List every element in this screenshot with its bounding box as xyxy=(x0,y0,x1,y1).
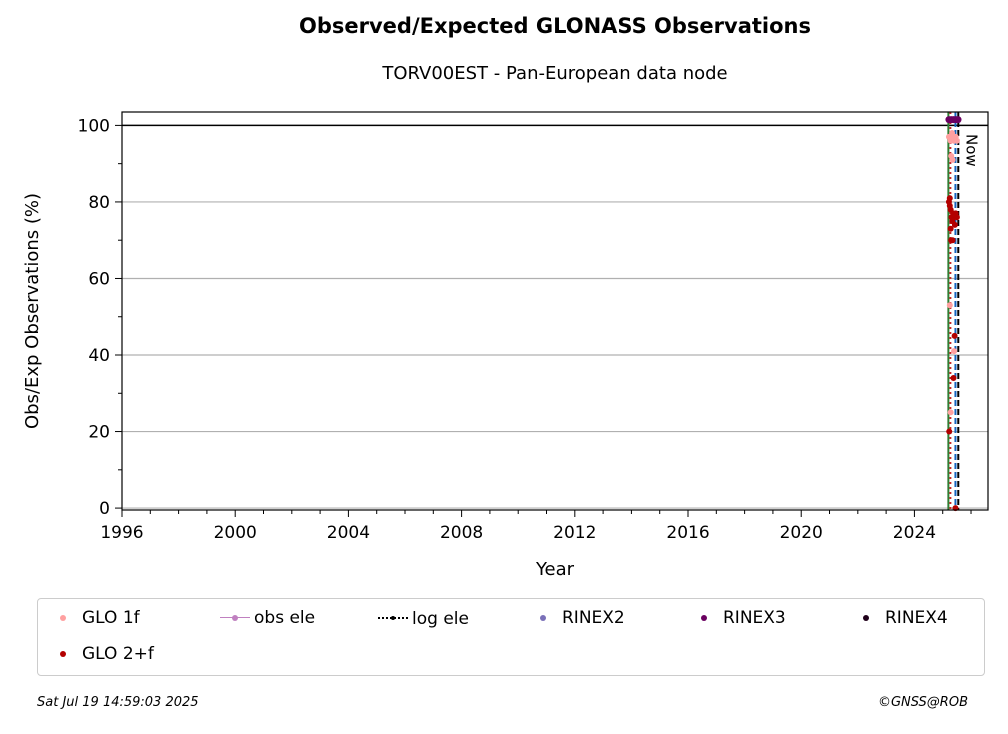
legend-dot xyxy=(863,615,869,621)
data-point xyxy=(947,225,954,232)
data-point xyxy=(953,214,960,221)
data-point xyxy=(953,137,960,144)
legend-item-glo-1f: GLO 1f xyxy=(48,607,140,629)
chart-title: Observed/Expected GLONASS Observations xyxy=(299,14,811,38)
y-tick-label: 60 xyxy=(88,269,110,289)
legend-dot xyxy=(60,615,66,621)
now-label: Now xyxy=(962,134,980,167)
x-tick-label: 2016 xyxy=(666,523,709,543)
chart-subtitle: TORV00EST - Pan-European data node xyxy=(382,63,728,84)
legend-dot xyxy=(232,615,238,621)
data-point xyxy=(949,156,956,163)
chart-canvas: 1996 2000 2004 2008 2012 2016 2020 2024 0 20 40 60 8… xyxy=(22,111,989,580)
legend-dot xyxy=(540,615,546,621)
legend-marker xyxy=(689,612,719,624)
y-tick-label: 80 xyxy=(88,193,110,213)
legend-dot xyxy=(701,615,707,621)
legend-item-rinex2: RINEX2 xyxy=(528,607,625,629)
data-point xyxy=(946,302,953,309)
legend: GLO 1f obs ele log ele RINEX2 RINEX3 RIN… xyxy=(37,598,985,676)
legend-item-rinex4: RINEX4 xyxy=(851,607,948,629)
y-axis-label: Obs/Exp Observations (%) xyxy=(22,193,43,429)
y-tick-label: 20 xyxy=(88,423,110,443)
y-tick-label: 100 xyxy=(78,116,110,136)
data-point xyxy=(954,116,962,124)
footer-credit: ©GNSS@ROB xyxy=(877,695,968,710)
legend-item-rinex3: RINEX3 xyxy=(689,607,786,629)
legend-marker xyxy=(528,612,558,624)
legend-label: GLO 1f xyxy=(82,608,140,628)
data-point xyxy=(951,332,958,339)
legend-label: RINEX2 xyxy=(562,608,625,628)
data-point xyxy=(946,428,953,435)
x-tick-label: 2020 xyxy=(780,523,823,543)
data-point xyxy=(949,237,956,244)
y-tick-label: 40 xyxy=(88,346,110,366)
x-tick-label: 2004 xyxy=(327,523,370,543)
legend-label: log ele xyxy=(412,609,469,629)
x-tick-label: 2008 xyxy=(440,523,483,543)
y-tick-label: 0 xyxy=(99,499,110,519)
data-point xyxy=(951,348,958,355)
legend-marker xyxy=(378,613,408,625)
data-point xyxy=(946,202,953,209)
data-point xyxy=(947,409,954,416)
legend-item-log-ele: log ele xyxy=(378,608,469,630)
footer-timestamp: Sat Jul 19 14:59:03 2025 xyxy=(37,695,199,710)
legend-marker xyxy=(851,612,881,624)
legend-item-obs-ele: obs ele xyxy=(220,607,315,629)
legend-label: RINEX3 xyxy=(723,608,786,628)
legend-dot xyxy=(391,616,395,620)
plot-frame xyxy=(121,111,989,511)
legend-label: obs ele xyxy=(254,608,316,628)
legend-item-glo-2f: GLO 2+f xyxy=(48,643,154,665)
legend-marker xyxy=(48,648,78,660)
legend-marker xyxy=(48,612,78,624)
data-point xyxy=(946,195,953,202)
legend-marker xyxy=(220,612,250,624)
x-tick-label: 1996 xyxy=(100,523,143,543)
x-tick-label: 2000 xyxy=(214,523,257,543)
legend-label: GLO 2+f xyxy=(82,644,154,664)
x-tick-label: 2012 xyxy=(553,523,596,543)
legend-dot xyxy=(60,651,66,657)
data-point xyxy=(951,221,958,228)
x-tick-label: 2024 xyxy=(893,523,936,543)
x-axis-label: Year xyxy=(535,559,575,580)
legend-label: RINEX4 xyxy=(885,608,948,628)
data-point xyxy=(950,374,957,381)
